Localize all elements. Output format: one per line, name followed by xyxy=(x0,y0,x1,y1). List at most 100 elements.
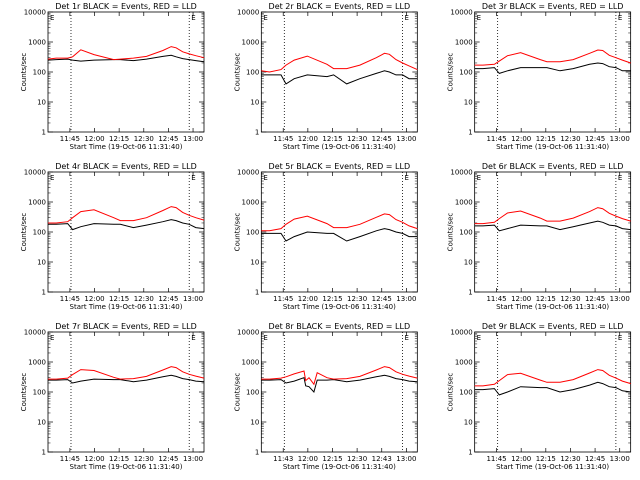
x-tick-label: 12:45 xyxy=(585,135,605,143)
panel-5: Det 5r BLACK = Events, RED = LLD 1 10 100 10… xyxy=(233,162,418,311)
panel-7: Det 7r BLACK = Events, RED = LLD 1 10 100 10… xyxy=(20,322,205,471)
x-tick-label: 12:00 xyxy=(84,295,104,303)
y-tick-label: 10000 xyxy=(450,9,472,17)
y-tick-label: 10 xyxy=(464,419,473,427)
series-events xyxy=(48,374,205,384)
y-tick-label: 1 xyxy=(42,449,46,457)
y-tick-label: 10000 xyxy=(24,9,46,17)
x-tick-label: 12:43 xyxy=(372,455,392,463)
plot-frame xyxy=(260,171,418,293)
y-tick-label: 10 xyxy=(250,259,259,267)
y-axis-label: Counts/sec xyxy=(233,373,241,412)
y-tick-label: 100 xyxy=(459,389,472,397)
series-lld xyxy=(474,369,631,387)
x-axis-label: Start Time (19-Oct-06 11:31:40) xyxy=(283,463,396,471)
e-marker: E xyxy=(477,14,481,22)
panel-8: Det 8r BLACK = Events, RED = LLD 1 10 100 10… xyxy=(233,322,418,471)
x-tick-label: 13:00 xyxy=(610,455,630,463)
panel-2: Det 2r BLACK = Events, RED = LLD 1 10 100 10… xyxy=(233,2,418,151)
e-marker: E xyxy=(405,174,409,182)
y-axis-label: Counts/sec xyxy=(233,213,241,252)
y-tick-label: 10 xyxy=(37,99,46,107)
series-lld xyxy=(474,49,631,66)
y-tick-label: 100 xyxy=(246,69,259,77)
y-axis-label: Counts/sec xyxy=(233,53,241,92)
x-axis-label: Start Time (19-Oct-06 11:31:40) xyxy=(70,303,183,311)
y-tick-label: 100 xyxy=(33,69,46,77)
y-tick-label: 1000 xyxy=(242,359,260,367)
panel-title: Det 9r BLACK = Events, RED = LLD xyxy=(482,322,624,331)
x-tick-label: 13:00 xyxy=(396,135,416,143)
series-lld xyxy=(261,52,418,73)
plot-frame xyxy=(260,11,418,133)
x-tick-label: 12:00 xyxy=(84,455,104,463)
panel-title: Det 2r BLACK = Events, RED = LLD xyxy=(269,2,411,11)
y-tick-label: 10 xyxy=(37,259,46,267)
x-tick-label: 12:30 xyxy=(347,455,367,463)
plot-frame xyxy=(474,331,632,453)
y-tick-label: 100 xyxy=(459,69,472,77)
x-tick-label: 12:45 xyxy=(585,295,605,303)
plot-frame xyxy=(47,11,205,133)
x-tick-label: 12:15 xyxy=(109,295,129,303)
e-marker: E xyxy=(618,14,622,22)
panel-title: Det 3r BLACK = Events, RED = LLD xyxy=(482,2,624,11)
x-tick-label: 12:30 xyxy=(134,455,154,463)
y-tick-label: 1 xyxy=(255,129,259,137)
series-events xyxy=(474,381,631,396)
y-tick-label: 10000 xyxy=(24,329,46,337)
panel-3: Det 3r BLACK = Events, RED = LLD 1 10 100 10… xyxy=(447,2,632,151)
series-events xyxy=(474,62,631,74)
y-axis-label: Counts/sec xyxy=(447,373,455,412)
x-tick-label: 12:30 xyxy=(347,295,367,303)
plot-frame xyxy=(260,331,418,453)
x-tick-label: 12:30 xyxy=(560,455,580,463)
y-tick-label: 1000 xyxy=(455,199,473,207)
y-tick-label: 10 xyxy=(464,99,473,107)
x-tick-label: 12:45 xyxy=(372,295,392,303)
e-marker: E xyxy=(618,174,622,182)
x-tick-label: 12:30 xyxy=(347,135,367,143)
e-marker: E xyxy=(50,174,54,182)
y-tick-label: 1 xyxy=(255,289,259,297)
y-tick-label: 10 xyxy=(37,419,46,427)
x-tick-label: 13:00 xyxy=(610,135,630,143)
y-axis-label: Counts/sec xyxy=(447,53,455,92)
e-marker: E xyxy=(618,334,622,342)
series-lld xyxy=(48,366,205,380)
x-tick-label: 13:00 xyxy=(183,135,203,143)
y-axis-label: Counts/sec xyxy=(20,373,28,412)
y-tick-label: 10000 xyxy=(237,169,259,177)
panel-4: Det 4r BLACK = Events, RED = LLD 1 10 100 10… xyxy=(20,162,205,311)
e-marker: E xyxy=(191,14,195,22)
x-tick-label: 12:15 xyxy=(322,295,342,303)
x-tick-label: 12:45 xyxy=(372,135,392,143)
y-tick-label: 1000 xyxy=(28,199,46,207)
plot-frame xyxy=(474,171,632,293)
y-tick-label: 1 xyxy=(468,129,472,137)
series-events xyxy=(261,374,418,393)
e-marker: E xyxy=(477,174,481,182)
series-events xyxy=(474,220,631,232)
y-tick-label: 10000 xyxy=(237,9,259,17)
y-tick-label: 10 xyxy=(250,419,259,427)
series-lld xyxy=(261,366,418,386)
x-tick-label: 12:15 xyxy=(109,455,129,463)
series-lld xyxy=(261,213,418,232)
x-tick-label: 12:00 xyxy=(298,455,318,463)
x-tick-label: 12:15 xyxy=(322,135,342,143)
y-tick-label: 1 xyxy=(468,449,472,457)
x-tick-label: 12:15 xyxy=(536,135,556,143)
x-axis-label: Start Time (19-Oct-06 11:31:40) xyxy=(70,463,183,471)
x-tick-label: 13:00 xyxy=(396,295,416,303)
x-tick-label: 12:15 xyxy=(322,455,342,463)
e-marker: E xyxy=(263,174,267,182)
plot-frame xyxy=(47,171,205,293)
panel-title: Det 7r BLACK = Events, RED = LLD xyxy=(55,322,197,331)
y-tick-label: 100 xyxy=(33,389,46,397)
series-lld xyxy=(48,206,205,224)
x-tick-label: 11:43 xyxy=(273,455,293,463)
x-tick-label: 11:45 xyxy=(486,135,506,143)
x-tick-label: 12:00 xyxy=(511,135,531,143)
y-tick-label: 10 xyxy=(464,259,473,267)
